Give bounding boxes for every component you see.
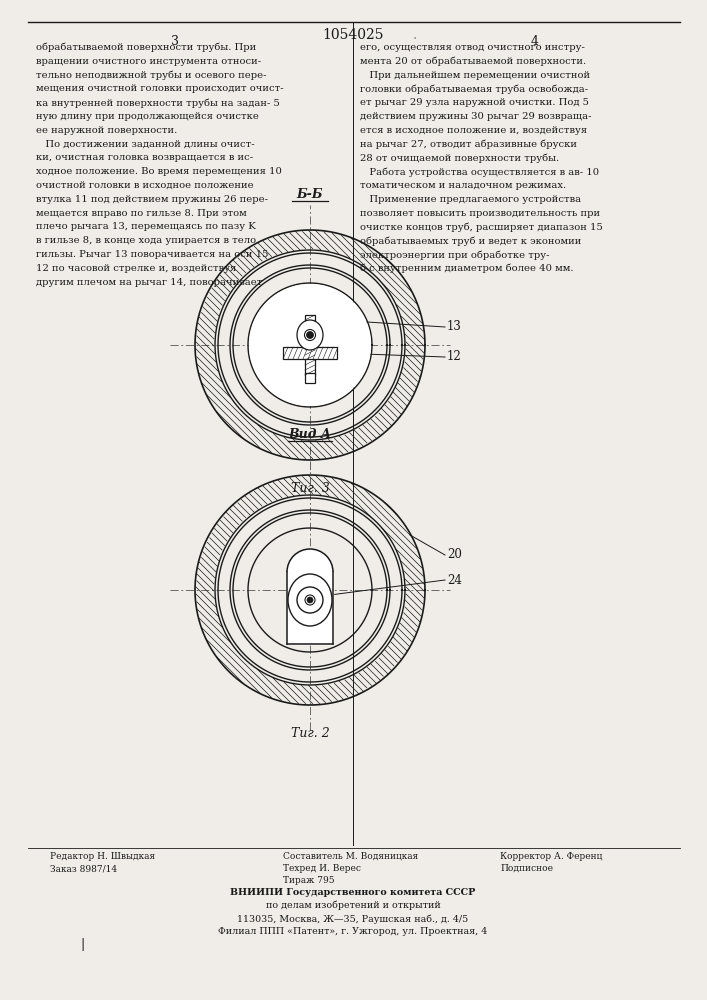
Bar [305,315,315,375]
Circle shape [305,330,315,340]
Text: мента 20 от обрабатываемой поверхности.: мента 20 от обрабатываемой поверхности. [360,57,586,66]
Text: ки, очистная головка возвращается в ис-: ки, очистная головка возвращается в ис- [36,153,253,162]
Text: ную длину при продолжающейся очистке: ную длину при продолжающейся очистке [36,112,259,121]
Text: Редактор Н. Швыдкая: Редактор Н. Швыдкая [50,852,155,861]
Text: ка внутренней поверхности трубы на задан- 5: ка внутренней поверхности трубы на задан… [36,98,280,108]
Text: по делам изобретений и открытий: по делам изобретений и открытий [266,901,440,910]
Text: головки обрабатываемая труба освобожда-: головки обрабатываемая труба освобожда- [360,84,588,94]
Text: плечо рычага 13, перемещаясь по пазу K: плечо рычага 13, перемещаясь по пазу K [36,222,256,231]
Circle shape [249,284,371,406]
Text: б с внутренним диаметром более 40 мм.: б с внутренним диаметром более 40 мм. [360,264,573,273]
Text: его, осуществляя отвод очистного инстру-: его, осуществляя отвод очистного инстру- [360,43,585,52]
Text: позволяет повысить производительность при: позволяет повысить производительность пр… [360,209,600,218]
Text: 12 по часовой стрелке и, воздействуя: 12 по часовой стрелке и, воздействуя [36,264,236,273]
Text: Τиг. 3: Τиг. 3 [291,482,329,495]
Circle shape [307,332,313,338]
Text: тельно неподвижной трубы и осевого пере-: тельно неподвижной трубы и осевого пере- [36,71,267,80]
Text: на рычаг 27, отводит абразивные бруски: на рычаг 27, отводит абразивные бруски [360,140,577,149]
Text: Корректор А. Ференц: Корректор А. Ференц [500,852,602,861]
Text: втулка 11 под действием пружины 26 пере-: втулка 11 под действием пружины 26 пере- [36,195,268,204]
Text: 4: 4 [531,35,539,48]
Text: Тираж 795: Тираж 795 [283,876,334,885]
Text: очистной головки в исходное положение: очистной головки в исходное положение [36,181,254,190]
Text: |: | [80,938,84,951]
Text: Вид А: Вид А [288,428,332,441]
Text: обрабатываемых труб и ведет к экономии: обрабатываемых труб и ведет к экономии [360,236,581,246]
Polygon shape [287,572,333,644]
Text: 28 от очищаемой поверхности трубы.: 28 от очищаемой поверхности трубы. [360,153,559,163]
Wedge shape [287,549,333,572]
Text: ее наружной поверхности.: ее наружной поверхности. [36,126,177,135]
Bar [305,373,315,383]
Text: 13: 13 [447,320,462,334]
Text: 24: 24 [447,574,462,586]
Text: Б-Б: Б-Б [297,188,323,201]
Text: Τиг. 2: Τиг. 2 [291,727,329,740]
Text: в гильзе 8, в конце хода упирается в тело: в гильзе 8, в конце хода упирается в тел… [36,236,256,245]
Text: ходное положение. Во время перемещения 10: ходное положение. Во время перемещения 1… [36,167,282,176]
Circle shape [307,332,313,338]
Text: Составитель М. Водяницкая: Составитель М. Водяницкая [283,852,419,861]
Text: Работа устройства осуществляется в ав- 10: Работа устройства осуществляется в ав- 1… [360,167,599,177]
Text: .: . [413,28,417,42]
Ellipse shape [255,285,366,405]
Text: 20: 20 [447,548,462,562]
Text: Заказ 8987/14: Заказ 8987/14 [50,864,117,873]
Text: Подписное: Подписное [500,864,553,873]
Circle shape [307,597,313,603]
Text: Филиал ППП «Патент», г. Ужгород, ул. Проектная, 4: Филиал ППП «Патент», г. Ужгород, ул. Про… [218,927,488,936]
Text: 1054025: 1054025 [322,28,384,42]
Text: очистке концов труб, расширяет диапазон 15: очистке концов труб, расширяет диапазон … [360,222,603,232]
Text: обрабатываемой поверхности трубы. При: обрабатываемой поверхности трубы. При [36,43,256,52]
Text: 12: 12 [447,351,462,363]
Text: другим плечом на рычаг 14, поворачивает: другим плечом на рычаг 14, поворачивает [36,278,262,287]
Text: гильзы. Рычаг 13 поворачивается на оси 15: гильзы. Рычаг 13 поворачивается на оси 1… [36,250,269,259]
Text: 113035, Москва, Ж—35, Раушская наб., д. 4/5: 113035, Москва, Ж—35, Раушская наб., д. … [238,914,469,924]
Text: томатическом и наладочном режимах.: томатическом и наладочном режимах. [360,181,566,190]
Text: Применение предлагаемого устройства: Применение предлагаемого устройства [360,195,581,204]
Text: Техред И. Верес: Техред И. Верес [283,864,361,873]
Text: мещения очистной головки происходит очист-: мещения очистной головки происходит очис… [36,84,284,93]
Ellipse shape [288,574,332,626]
Text: ется в исходное положение и, воздействуя: ется в исходное положение и, воздействуя [360,126,587,135]
Ellipse shape [297,320,323,350]
Text: При дальнейшем перемещении очистной: При дальнейшем перемещении очистной [360,71,590,80]
Text: По достижении заданной длины очист-: По достижении заданной длины очист- [36,140,255,149]
Text: действием пружины 30 рычаг 29 возвраща-: действием пружины 30 рычаг 29 возвраща- [360,112,592,121]
Text: ет рычаг 29 узла наружной очистки. Под 5: ет рычаг 29 узла наружной очистки. Под 5 [360,98,589,107]
Text: 3: 3 [171,35,179,48]
Text: мещается вправо по гильзе 8. При этом: мещается вправо по гильзе 8. При этом [36,209,247,218]
Text: электроэнергии при обработке тру-: электроэнергии при обработке тру- [360,250,549,259]
Circle shape [297,587,323,613]
Text: вращении очистного инструмента относи-: вращении очистного инструмента относи- [36,57,261,66]
Bar [283,347,337,359]
Text: ВНИИПИ Государственного комитета СССР: ВНИИПИ Государственного комитета СССР [230,888,476,897]
